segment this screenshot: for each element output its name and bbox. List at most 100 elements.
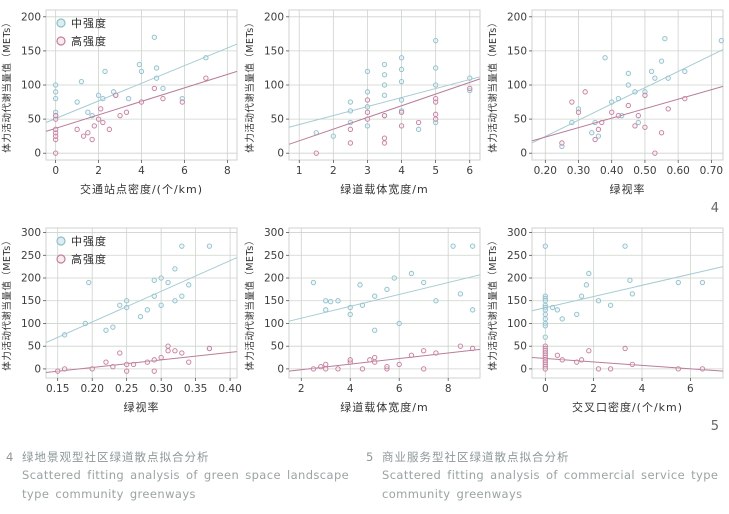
data-point (335, 366, 341, 372)
data-point (607, 302, 614, 308)
data-point (165, 279, 171, 286)
x-tick-label: 8 (445, 383, 452, 395)
data-point (396, 320, 402, 327)
data-point (203, 75, 209, 81)
data-point (384, 286, 390, 293)
data-point (330, 133, 336, 139)
data-point (433, 65, 439, 71)
data-point (160, 85, 166, 92)
data-point (542, 323, 548, 329)
data-point (559, 316, 565, 322)
x-tick-label: 8 (224, 165, 231, 177)
caption-4: 4 绿地景观型社区绿道散点拟合分析 Scattered fitting anal… (6, 448, 366, 503)
scatter-plot-greenway-width-bottom: 2 4 6 8 0 50 100 150 200 250 300 绿道载体宽度/m 体力活动代谢当量值（… (243, 218, 486, 436)
data-point (78, 78, 85, 85)
x-tick-label: 4 (398, 165, 405, 177)
data-point (359, 302, 366, 308)
chart-svg: 0.20 0.30 0.40 0.50 0.60 0.70 0 50 100 150 200 绿视率 体… (487, 9, 724, 216)
data-point (364, 109, 371, 115)
data-point (595, 298, 602, 304)
data-point (470, 243, 476, 249)
y-tick-label: 0 (277, 363, 284, 375)
data-point (648, 68, 655, 75)
gridlines (46, 228, 237, 378)
y-tick-label: 0 (277, 148, 284, 160)
y-tick-label: 200 (507, 273, 527, 285)
y-tick-label: 200 (507, 11, 527, 23)
data-point (595, 126, 602, 132)
x-axis-ticks: 0 2 4 6 8 (52, 160, 231, 177)
x-axis-label: 绿视率 (124, 400, 160, 414)
data-point (542, 316, 548, 322)
data-point (622, 243, 628, 249)
data-point (559, 140, 565, 146)
data-point (586, 270, 592, 277)
data-point (53, 126, 59, 132)
data-point (103, 359, 109, 365)
x-axis-label: 绿视率 (610, 182, 646, 196)
data-point (89, 136, 95, 143)
y-axis-ticks: 0 50 100 150 200 (21, 11, 46, 160)
data-point (421, 348, 427, 354)
y-tick-label: 150 (264, 295, 284, 307)
data-point (144, 359, 151, 365)
data-point (470, 345, 476, 352)
chart-svg: 0 2 4 6 0 50 100 150 200 250 300 交叉口密度/(个/km) 体力活动代谢… (487, 227, 724, 434)
data-point (158, 354, 164, 361)
data-point (172, 298, 178, 304)
data-point (396, 361, 402, 368)
data-point (381, 82, 388, 88)
data-point (179, 350, 185, 356)
data-point (574, 359, 580, 365)
y-tick-label: 50 (514, 114, 527, 126)
data-point (398, 66, 405, 72)
data-point (658, 58, 665, 64)
data-point (347, 304, 353, 311)
data-point (186, 359, 192, 365)
y-tick-label: 200 (264, 11, 284, 23)
data-point (433, 111, 439, 117)
data-point (144, 307, 151, 313)
data-point (364, 89, 371, 95)
data-point (53, 95, 59, 102)
data-point (100, 119, 106, 126)
data-point (313, 150, 319, 156)
data-point (625, 102, 631, 109)
y-tick-label: 150 (507, 295, 527, 307)
data-point (625, 82, 631, 88)
scatter-points-medium (53, 34, 209, 119)
data-point (421, 366, 427, 372)
data-point (335, 298, 341, 304)
data-point (599, 119, 605, 126)
data-point (467, 75, 473, 81)
data-point (347, 311, 353, 318)
data-point (137, 313, 144, 320)
data-point (381, 140, 388, 146)
y-axis-ticks: 0 50 100 150 200 250 300 (264, 227, 289, 375)
scatter-plot-green-view-rate-bottom: 0.15 0.20 0.25 0.30 0.35 0.40 0 50 100 150 200 250 3… (0, 218, 243, 436)
data-point (153, 75, 160, 81)
data-point (635, 119, 641, 126)
y-tick-label: 200 (21, 273, 41, 285)
data-point (398, 109, 405, 115)
y-tick-label: 300 (507, 227, 527, 239)
x-axis-label: 绿道载体宽度/m (340, 182, 428, 196)
scatter-points-high (53, 75, 209, 156)
data-point (74, 126, 80, 132)
y-tick-label: 150 (21, 45, 41, 57)
data-point (165, 348, 171, 354)
data-point (172, 348, 178, 354)
x-tick-label: 1 (296, 165, 303, 177)
data-point (549, 304, 556, 311)
x-tick-label: 2 (590, 383, 597, 395)
data-point (130, 361, 137, 368)
data-point (415, 119, 422, 126)
legend-marker-medium (56, 236, 66, 246)
data-point (151, 34, 158, 40)
y-axis-label: 体力活动代谢当量值（METs） (487, 235, 499, 370)
data-point (151, 357, 157, 363)
trend-line-medium (288, 76, 481, 128)
data-point (665, 106, 671, 112)
x-axis-label: 绿道载体宽度/m (340, 400, 428, 414)
y-axis-ticks: 0 50 100 150 200 (507, 11, 532, 160)
